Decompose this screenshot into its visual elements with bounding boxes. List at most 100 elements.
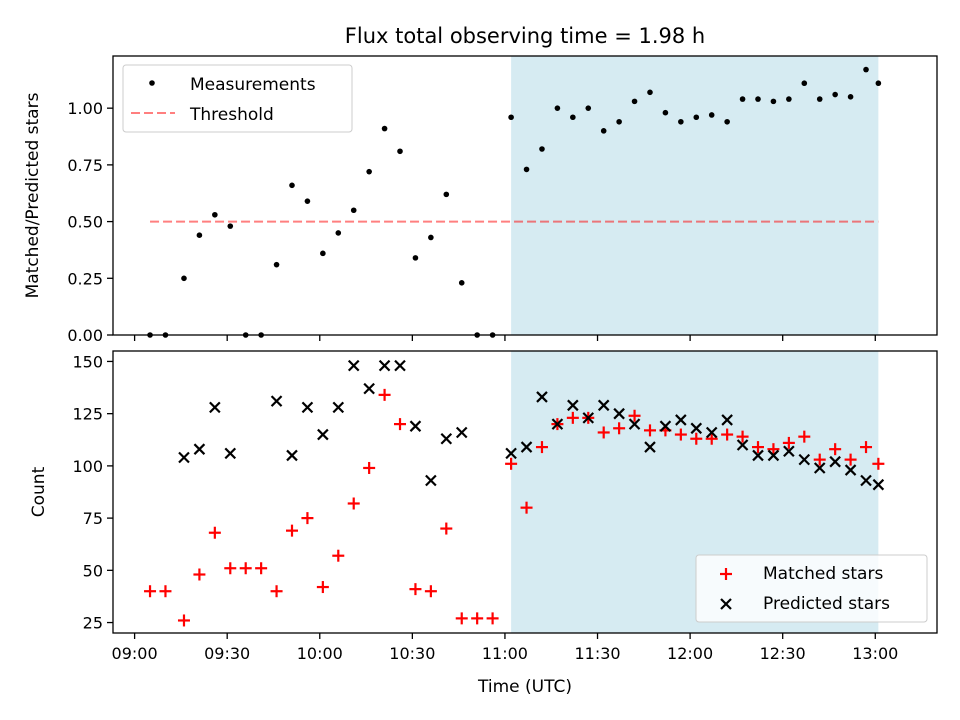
- y-tick-label: 100: [72, 457, 103, 476]
- x-tick-label: 09:00: [112, 644, 158, 663]
- matched-star-point: [628, 409, 641, 422]
- matched-star-point: [767, 443, 780, 456]
- matched-star-point: [486, 612, 499, 625]
- matched-stars-points: [144, 388, 885, 627]
- top-legend-box: [122, 64, 353, 133]
- bottom-y-axis-label: Count: [29, 466, 49, 517]
- bottom-y-ticks: 25 50 75 100 125 150: [72, 352, 113, 633]
- matched-star-point: [690, 432, 703, 445]
- matched-star-point: [144, 585, 157, 598]
- predicted-star-point: [520, 441, 533, 453]
- measurement-point: [724, 118, 730, 125]
- measurement-point: [678, 118, 684, 125]
- y-tick-label: 25: [83, 614, 103, 633]
- predicted-star-point: [332, 401, 345, 414]
- matched-star-point: [535, 441, 548, 454]
- predicted-star-point: [721, 414, 733, 426]
- matched-star-point: [193, 568, 206, 581]
- matched-star-point: [394, 418, 407, 431]
- x-tick-label: 10:30: [389, 644, 435, 663]
- matched-star-point: [613, 422, 626, 435]
- measurement-point: [875, 80, 882, 87]
- measurement-point: [458, 280, 465, 286]
- matched-star-point: [597, 426, 610, 439]
- predicted-star-point: [363, 382, 375, 395]
- predicted-star-point: [829, 455, 841, 468]
- bottom-x-ticks: 09:00 09:30 10:00 10:30 11:00 11:30 12:00 12:30…: [112, 633, 898, 663]
- matched-star-point: [363, 461, 376, 474]
- measurement-point: [508, 114, 514, 121]
- predicted-star-point: [505, 447, 517, 460]
- x-tick-label: 13:00: [852, 644, 898, 663]
- predicted-stars-points: [178, 359, 885, 491]
- top-legend: Measurements Threshold: [122, 64, 353, 133]
- matched-star-point: [316, 581, 329, 594]
- measurement-point: [428, 234, 434, 241]
- matched-star-point: [301, 512, 314, 525]
- measurement-point: [443, 191, 450, 198]
- top-y-ticks: 0.00 0.25 0.50 0.75 1.00: [67, 99, 113, 345]
- measurement-point: [304, 198, 311, 204]
- measurement-point: [227, 223, 234, 229]
- measurement-point: [801, 80, 808, 87]
- top-plot: 0.00 0.25 0.50 0.75 1.00 Matched/Predicted s…: [23, 55, 938, 345]
- predicted-star-point: [783, 445, 795, 458]
- matched-star-point: [844, 453, 857, 466]
- predicted-star-point: [736, 439, 749, 451]
- measurement-point: [755, 96, 761, 102]
- y-tick-label: 0.00: [67, 326, 103, 345]
- matched-star-point: [347, 497, 360, 510]
- y-tick-label: 0.25: [67, 269, 103, 288]
- predicted-star-point: [613, 407, 625, 420]
- y-tick-label: 0.50: [67, 213, 103, 232]
- matched-star-point: [409, 583, 422, 596]
- measurement-point: [289, 182, 295, 189]
- y-tick-label: 125: [72, 405, 103, 424]
- x-tick-label: 10:00: [297, 644, 343, 663]
- y-tick-label: 1.00: [67, 99, 103, 118]
- predicted-star-point: [659, 420, 672, 432]
- measurement-point: [662, 109, 669, 116]
- measurement-point: [539, 146, 545, 152]
- predicted-star-point: [628, 418, 641, 430]
- measurement-point: [181, 275, 187, 282]
- x-tick-label: 12:30: [760, 644, 806, 663]
- predicted-star-point: [455, 426, 468, 439]
- matched-star-point: [285, 524, 298, 537]
- legend-predicted-marker: [720, 598, 732, 610]
- predicted-star-point: [224, 447, 237, 460]
- y-tick-label: 0.75: [67, 156, 103, 175]
- y-tick-label: 50: [83, 561, 103, 580]
- predicted-star-point: [409, 420, 422, 432]
- measurement-point: [739, 96, 746, 102]
- x-tick-label: 11:00: [482, 644, 528, 663]
- predicted-star-point: [872, 478, 885, 491]
- measurement-point: [708, 112, 715, 118]
- measurement-point: [273, 261, 280, 268]
- measurement-point: [863, 66, 869, 73]
- predicted-star-point: [378, 359, 391, 372]
- y-tick-label: 150: [72, 352, 103, 371]
- matched-star-point: [424, 585, 437, 598]
- matched-star-point: [782, 436, 795, 449]
- legend-matched-marker: [720, 568, 732, 580]
- matched-star-point: [471, 612, 484, 625]
- measurement-point: [770, 98, 777, 105]
- x-tick-label: 11:30: [574, 644, 620, 663]
- matched-star-point: [177, 614, 190, 627]
- measurement-point: [847, 94, 854, 100]
- predicted-star-point: [690, 422, 703, 435]
- matched-star-point: [752, 441, 765, 454]
- matched-star-point: [270, 585, 283, 598]
- measurement-point: [832, 91, 838, 98]
- predicted-star-point: [536, 391, 548, 403]
- x-tick-label: 12:00: [667, 644, 713, 663]
- predicted-star-point: [567, 399, 579, 412]
- bottom-plot: 25 50 75 100 125 150 09:00 09:30 10:00 10:30 11:0…: [29, 350, 938, 697]
- matched-star-point: [224, 562, 237, 575]
- predicted-star-point: [813, 462, 826, 474]
- measurement-point: [397, 148, 403, 155]
- predicted-star-point: [597, 399, 610, 412]
- predicted-star-point: [317, 428, 329, 441]
